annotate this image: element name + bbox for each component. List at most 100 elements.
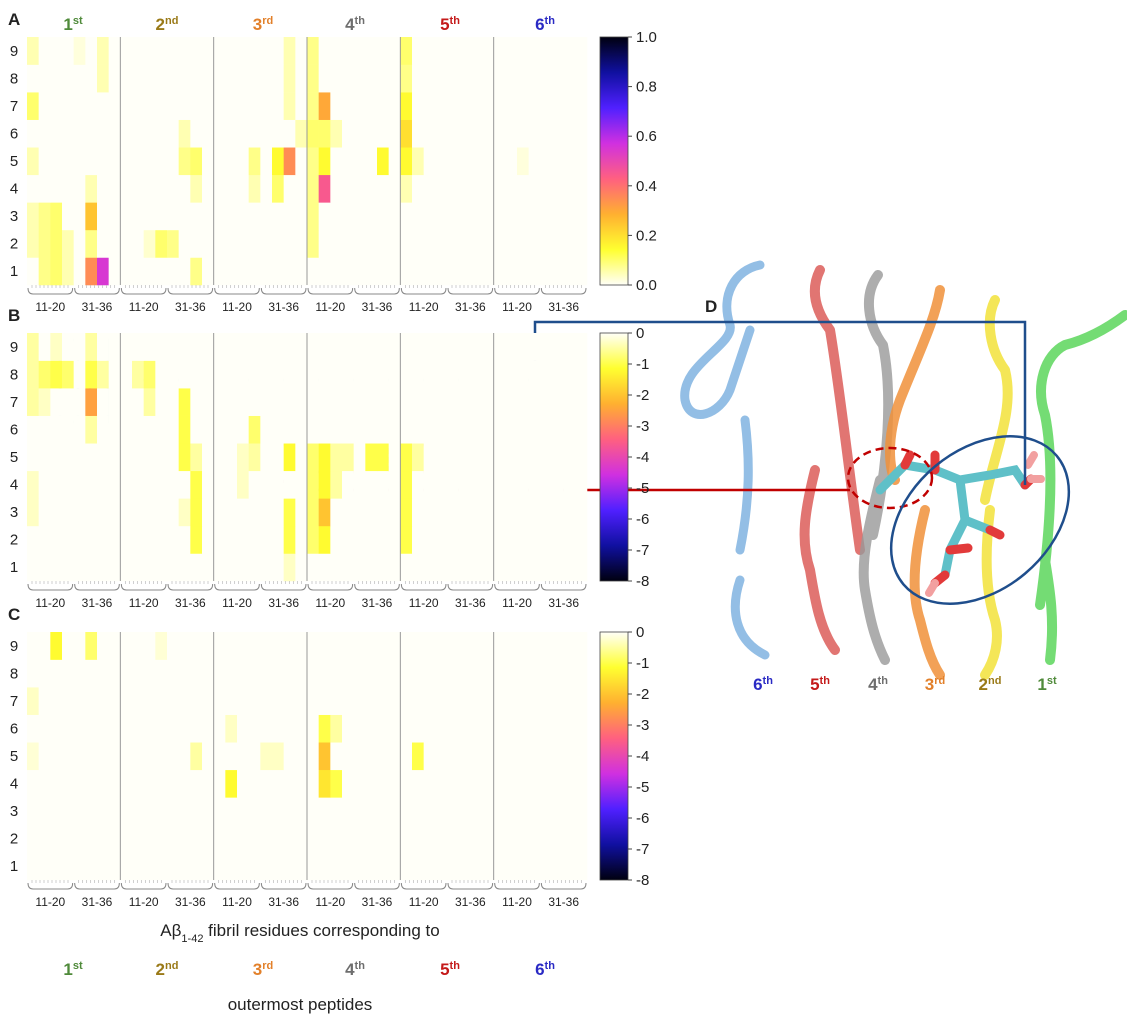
heatmap-cell (470, 553, 482, 581)
heatmap-cell (529, 715, 541, 743)
heatmap-cell (319, 333, 331, 361)
heatmap-cell (295, 526, 307, 554)
heatmap-cell (459, 770, 471, 798)
x-bracket (168, 883, 213, 889)
heatmap-cell (435, 852, 447, 880)
colorbar-tick-label: -7 (636, 841, 649, 858)
heatmap-cell (459, 333, 471, 361)
heatmap-cell (202, 92, 214, 120)
heatmap-cell (564, 770, 576, 798)
heatmap-cell (295, 797, 307, 825)
heatmap-cell (225, 687, 237, 715)
heatmap-cell (39, 92, 51, 120)
heatmap-cell (575, 388, 587, 416)
heatmap-cell (494, 361, 506, 389)
heatmap-cell (155, 660, 167, 688)
heatmap-cell (342, 632, 354, 660)
heatmap-cell (365, 416, 377, 444)
heatmap-cell (225, 632, 237, 660)
heatmap-cell (50, 498, 62, 526)
heatmap-cell (85, 230, 97, 258)
heatmap-cell (365, 825, 377, 853)
heatmap-cell (272, 202, 284, 230)
heatmap-cell (260, 471, 272, 499)
heatmap-cell (144, 498, 156, 526)
heatmap-cell (225, 175, 237, 203)
heatmap-cell (109, 416, 121, 444)
heatmap-cell (505, 120, 517, 148)
heatmap-cell (97, 526, 109, 554)
heatmap-cell (237, 687, 249, 715)
heatmap-cell (330, 175, 342, 203)
x-tick-label: 31-36 (175, 300, 206, 314)
peptide-number: 2 (156, 15, 165, 34)
heatmap-cell (494, 120, 506, 148)
heatmap-cell (412, 742, 424, 770)
heatmap-cell (260, 498, 272, 526)
heatmap-cell (225, 333, 237, 361)
heatmap-cell (482, 687, 494, 715)
heatmap-cell (459, 175, 471, 203)
x-axis-title: fibril residues corresponding to (203, 921, 439, 940)
heatmap-cell (74, 526, 86, 554)
colorbar-tick-label: -6 (636, 511, 649, 528)
peptide-label: 1st (1037, 675, 1057, 694)
heatmap-cell (225, 147, 237, 175)
heatmap-cell (167, 120, 179, 148)
heatmap-cell (50, 687, 62, 715)
heatmap-cell (330, 797, 342, 825)
heatmap-cell (377, 632, 389, 660)
heatmap-cell (190, 175, 202, 203)
heatmap-cell (470, 526, 482, 554)
heatmap-cell (342, 553, 354, 581)
x-axis-title: 1-42 (181, 933, 203, 945)
heatmap-cell (132, 175, 144, 203)
colorbar-tick-label: -2 (636, 686, 649, 703)
heatmap-cell (179, 175, 191, 203)
heatmap-cell (377, 797, 389, 825)
heatmap-cell (27, 852, 39, 880)
heatmap-cell (120, 333, 132, 361)
heatmap-cell (272, 92, 284, 120)
heatmap-cell (202, 797, 214, 825)
heatmap-cell (74, 92, 86, 120)
heatmap-cell (377, 416, 389, 444)
heatmap-cell (144, 797, 156, 825)
heatmap-cell (190, 715, 202, 743)
heatmap-cell (27, 388, 39, 416)
heatmap-cell (74, 175, 86, 203)
heatmap-cell (202, 147, 214, 175)
heatmap-cell (354, 526, 366, 554)
heatmap-cell (39, 388, 51, 416)
heatmap-cell (179, 660, 191, 688)
heatmap-cell (50, 65, 62, 93)
heatmap-cell (214, 553, 226, 581)
heatmap-cell (295, 147, 307, 175)
heatmap-cell (179, 37, 191, 65)
heatmap-cell (564, 498, 576, 526)
heatmap-cell (202, 416, 214, 444)
heatmap-cell (540, 443, 552, 471)
heatmap-cell (272, 825, 284, 853)
heatmap-cell (377, 770, 389, 798)
colorbar-tick-label: -3 (636, 717, 649, 734)
heatmap-cell (482, 526, 494, 554)
heatmap-cell (225, 660, 237, 688)
heatmap-cell (295, 471, 307, 499)
heatmap-cell (494, 147, 506, 175)
heatmap-cell (354, 770, 366, 798)
heatmap-cell (284, 660, 296, 688)
heatmap-cell (400, 37, 412, 65)
heatmap-cell (237, 147, 249, 175)
heatmap-cell (214, 333, 226, 361)
peptide-number: 3 (925, 675, 934, 694)
heatmap-cell (330, 388, 342, 416)
peptide-label: 1st (63, 15, 83, 34)
heatmap-cell (284, 526, 296, 554)
heatmap-cell (284, 443, 296, 471)
y-tick-label: 5 (10, 449, 18, 466)
heatmap-cell (447, 65, 459, 93)
heatmap-cell (109, 852, 121, 880)
heatmap-cell (435, 443, 447, 471)
heatmap-cell (260, 388, 272, 416)
